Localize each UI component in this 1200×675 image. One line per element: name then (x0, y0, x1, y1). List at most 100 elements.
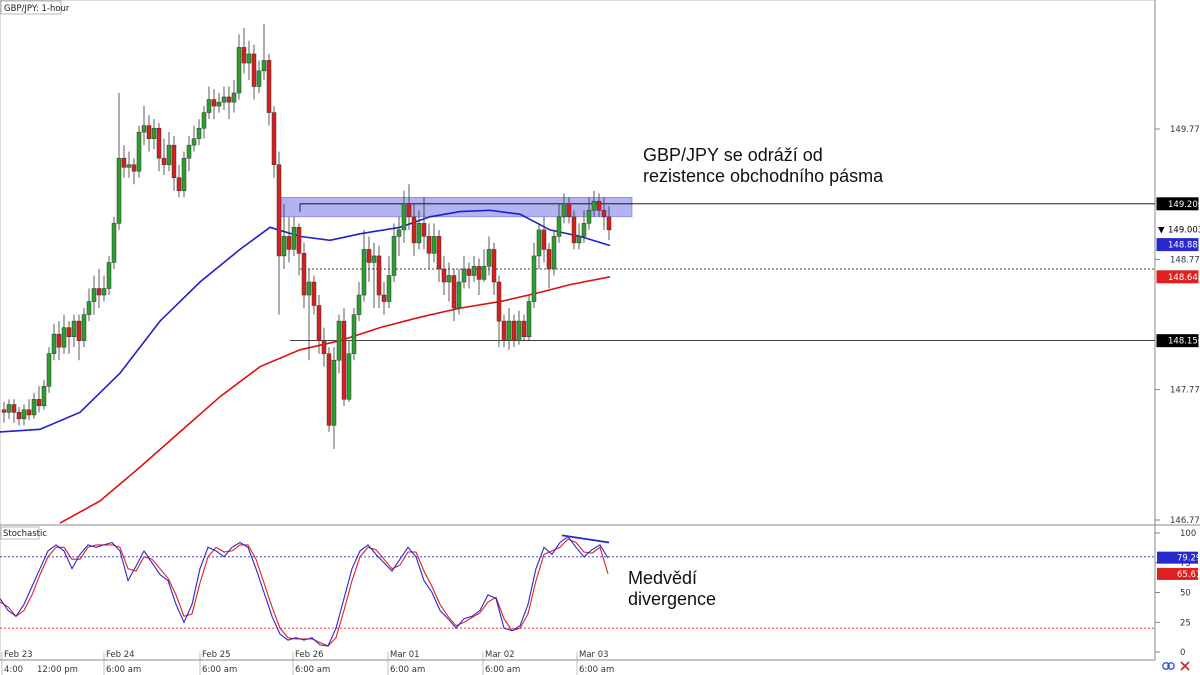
candle (296, 223, 302, 276)
candle (211, 89, 217, 120)
candle (406, 184, 412, 230)
candle (531, 242, 537, 309)
candle-body (46, 353, 52, 387)
candle-body (451, 275, 457, 309)
price-tick-label: 147.774 (1170, 386, 1200, 396)
candle-body (111, 223, 117, 263)
candle-body (126, 164, 132, 168)
candle (356, 282, 362, 322)
candle-body (206, 99, 212, 113)
candle-body (151, 127, 157, 139)
candle (171, 136, 177, 191)
candle-body (191, 138, 197, 146)
candle-body (346, 353, 352, 400)
time-axis: Feb 23 Feb 24 Feb 25 Feb 26 Mar 01 Mar 02 Mar … (1, 650, 614, 675)
candle-body (546, 249, 552, 270)
candle (351, 308, 357, 361)
candle (481, 249, 487, 283)
candle-body (161, 157, 167, 165)
candle-body (416, 223, 422, 244)
stoch-tick-label: 25 (1180, 618, 1191, 628)
candle (11, 399, 17, 423)
candle-body (166, 144, 172, 165)
candle (371, 242, 377, 309)
candle-body (101, 288, 107, 296)
price-badge-label: 148.150 (1168, 337, 1200, 347)
candle (286, 216, 292, 263)
candle (576, 223, 582, 250)
link-icon[interactable] (1162, 662, 1175, 670)
candle-body (201, 112, 207, 129)
candle (606, 206, 612, 241)
candle (141, 106, 147, 146)
candle-body (171, 144, 177, 178)
candle (511, 314, 517, 348)
candle-body (226, 96, 232, 103)
candle (486, 236, 492, 276)
candle (251, 44, 257, 100)
stochastic-d-line (0, 538, 609, 647)
candle (76, 314, 82, 361)
date-label: Feb 23 (4, 650, 33, 660)
candle (231, 79, 237, 113)
candle-body (571, 216, 577, 244)
candle-body (551, 236, 557, 270)
candle-body (506, 320, 512, 341)
candle (51, 323, 57, 361)
time-label: 6:00 am (579, 665, 614, 675)
candle (306, 268, 312, 361)
candle-body (411, 216, 417, 244)
candle (196, 119, 202, 146)
candle-body (351, 314, 357, 354)
candle (266, 53, 272, 126)
candle (501, 314, 507, 348)
price-badge-bg (1156, 270, 1199, 284)
candle-body (106, 262, 112, 289)
candle (471, 255, 477, 283)
candle-body (301, 253, 307, 296)
time-label: 6:00 am (295, 665, 330, 675)
candle (311, 275, 317, 315)
candle-body (146, 125, 152, 139)
candle-body (331, 359, 337, 426)
candle-body (36, 399, 42, 407)
close-icon[interactable] (1180, 661, 1190, 671)
candle-body (71, 320, 77, 338)
price-badges: 149.200 ▼ 149.003 148.887 148.640 148.150 (1156, 197, 1200, 348)
candle-body (376, 255, 382, 296)
candle-body (456, 281, 462, 309)
candle-body (116, 157, 122, 224)
candle-body (336, 320, 342, 361)
candle-body (21, 409, 27, 420)
candle-body (6, 404, 12, 413)
price-tick-label: 146.774 (1170, 516, 1200, 526)
candle-body (601, 210, 607, 218)
date-label: Feb 25 (202, 650, 231, 660)
stoch-badge-bg (1157, 567, 1198, 580)
candle (316, 295, 322, 354)
candle (546, 242, 552, 289)
time-label: 6:00 am (106, 665, 141, 675)
candle (571, 210, 577, 250)
candle (466, 262, 472, 289)
candle (241, 27, 247, 74)
candle-body (531, 255, 537, 302)
candle (461, 255, 467, 289)
candle (326, 347, 332, 432)
candle-body (476, 266, 482, 280)
candle (496, 275, 502, 348)
candle-body (291, 227, 297, 250)
candle-body (76, 320, 82, 341)
resistance-band (280, 196, 633, 218)
date-label: Feb 24 (106, 650, 135, 660)
candle-body (236, 47, 242, 94)
headline-line-1: GBP/JPY se odráží od (643, 145, 823, 165)
price-tick-label: 148.774 (1170, 255, 1200, 265)
ma-blue-line (0, 209, 611, 433)
time-label: 6:00 am (485, 665, 520, 675)
candle-body (271, 112, 277, 165)
candle (71, 314, 77, 348)
price-badge-marker: ▼ (1158, 225, 1165, 235)
candle (301, 242, 307, 309)
candle-body (501, 320, 507, 341)
